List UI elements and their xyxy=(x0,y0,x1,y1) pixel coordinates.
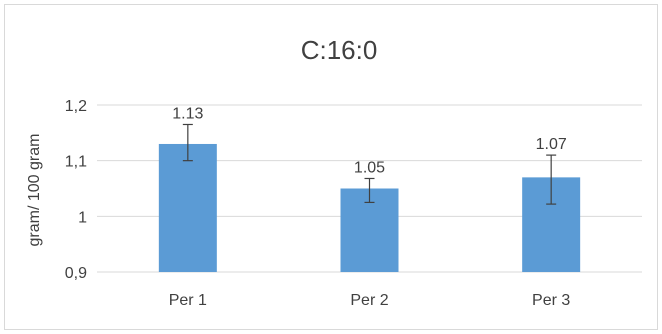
y-axis-title: gram/ 100 gram xyxy=(26,134,43,247)
y-tick-labels: 0,9 1 1,1 1,2 xyxy=(65,98,87,282)
bar-chart: C:16:0 gram/ 100 gram 0,9 1 1,1 1,2 1.13 1.0… xyxy=(26,35,642,309)
x-tick-label: Per 3 xyxy=(532,292,570,309)
bar xyxy=(158,143,217,272)
y-tick-label: 1 xyxy=(78,209,87,226)
data-label: 1.05 xyxy=(354,159,385,176)
chart-frame: C:16:0 gram/ 100 gram 0,9 1 1,1 1,2 1.13 1.0… xyxy=(4,4,658,330)
x-tick-label: Per 2 xyxy=(350,292,388,309)
data-labels: 1.13 1.05 1.07 xyxy=(172,105,567,176)
x-tick-label: Per 1 xyxy=(169,292,207,309)
error-bars xyxy=(182,123,557,205)
data-label: 1.13 xyxy=(172,105,203,122)
y-tick-label: 1,1 xyxy=(65,154,87,171)
y-tick-label: 1,2 xyxy=(65,98,87,115)
chart-title: C:16:0 xyxy=(301,35,378,65)
x-tick-labels: Per 1 Per 2 Per 3 xyxy=(169,292,571,309)
y-tick-label: 0,9 xyxy=(65,265,87,282)
data-label: 1.07 xyxy=(536,136,567,153)
